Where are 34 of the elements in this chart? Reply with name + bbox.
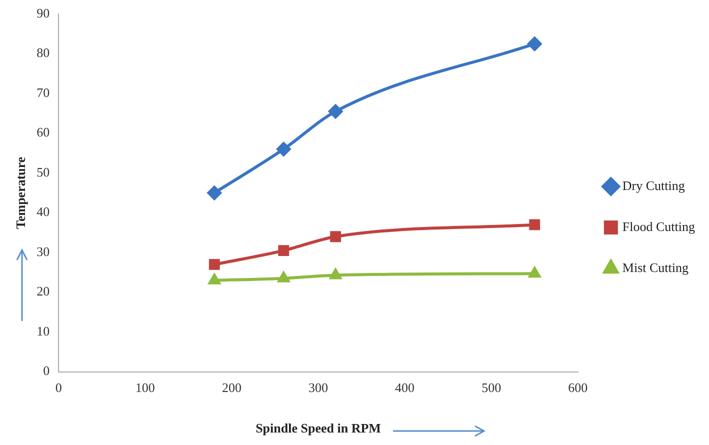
point <box>278 245 290 256</box>
point <box>208 259 220 270</box>
x-tick-label: 0 <box>55 380 62 396</box>
y-tick-label: 20 <box>36 284 50 299</box>
y-axis-title: Temperature <box>13 156 28 230</box>
legend-label: Mist Cutting <box>622 260 689 275</box>
y-tick-label: 50 <box>36 164 50 180</box>
point <box>528 266 542 278</box>
point <box>276 142 292 157</box>
point <box>329 268 342 280</box>
x-tick-label: 600 <box>568 380 588 396</box>
x-axis-title: Spindle Speed in RPM <box>256 420 381 436</box>
x-tick-label: 200 <box>222 380 242 396</box>
legend-label: Dry Cutting <box>622 178 686 193</box>
x-tick-label: 400 <box>395 380 415 396</box>
y-tick-label: 40 <box>36 204 50 220</box>
point <box>328 104 344 119</box>
point <box>529 219 540 230</box>
y-tick-label: 90 <box>36 5 50 20</box>
point <box>330 231 342 242</box>
point <box>206 185 222 200</box>
x-tick-label: 100 <box>135 380 155 396</box>
point <box>527 36 542 52</box>
x-tick-label: 500 <box>482 380 502 396</box>
y-tick-label: 80 <box>36 45 50 60</box>
y-tick-label: 60 <box>36 124 50 140</box>
y-tick-label: 10 <box>36 323 50 338</box>
x-tick-label: 300 <box>308 380 328 396</box>
y-tick-label: 0 <box>43 363 50 378</box>
legend-label: Flood Cutting <box>622 218 696 234</box>
point <box>277 270 290 282</box>
y-tick-label: 30 <box>36 244 50 259</box>
y-tick-label: 70 <box>36 84 50 100</box>
point <box>208 272 221 284</box>
